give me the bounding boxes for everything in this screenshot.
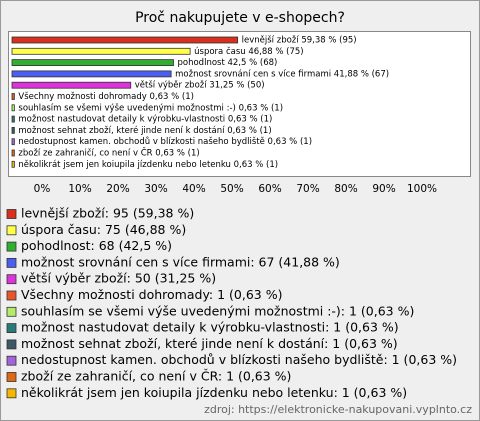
legend-label: nedostupnost kamen. obchodů v blízkosti …: [21, 352, 457, 367]
legend-swatch: [6, 372, 17, 382]
x-tick-label: 90%: [372, 183, 395, 195]
data-label: větší výběr zboží 31,25 % (50): [135, 80, 265, 91]
data-label: několikrát jsem jen koiupila jízdenku ne…: [18, 160, 278, 170]
data-label: možnost srovnání cen s více firmami 41,8…: [175, 69, 389, 79]
data-label: možnost sehnat zboží, které jinde není k…: [18, 125, 271, 136]
bar: [11, 59, 174, 66]
x-tick-label: 10%: [68, 183, 91, 195]
legend-label: levnější zboží: 95 (59,38 %): [21, 206, 194, 221]
plot-area: [8, 31, 471, 177]
legend-swatch: [6, 339, 17, 350]
x-tick-label: 50%: [220, 183, 243, 195]
legend-label: možnost sehnat zboží, které jinde není k…: [21, 336, 398, 351]
legend-label: možnost srovnání cen s více firmami: 67 …: [21, 254, 340, 269]
x-tick-label: 100%: [407, 183, 437, 195]
legend-swatch: [6, 257, 17, 268]
legend-swatch: [6, 290, 17, 301]
data-label: zboží ze zahraničí, co není v ČR 0,63 % …: [18, 147, 199, 159]
data-label: Všechny možnosti dohromady 0,63 % (1): [18, 91, 194, 102]
x-tick-label: 40%: [182, 183, 205, 195]
data-label: souhlasím se všemi výše uvedenými možnos…: [18, 102, 283, 113]
legend-label: větší výběr zboží: 50 (31,25 %): [21, 271, 216, 286]
bar: [11, 104, 15, 112]
bar: [11, 93, 15, 100]
bar: [11, 36, 239, 44]
legend-label: zboží ze zahraničí, co není v ČR: 1 (0,6…: [21, 369, 291, 384]
bar: [11, 149, 15, 157]
data-label: nedostupnost kamen. obchodů v blízkosti …: [18, 136, 312, 147]
legend-swatch: [6, 209, 17, 219]
x-tick-label: 30%: [144, 183, 167, 195]
bar: [11, 115, 15, 123]
legend-label: souhlasím se všemi výše uvedenými možnos…: [21, 303, 414, 318]
legend-swatch: [6, 274, 17, 285]
legend-label: úspora času: 75 (46,88 %): [21, 222, 186, 237]
legend-swatch: [6, 323, 17, 334]
bar: [11, 70, 172, 78]
legend-swatch: [6, 241, 17, 252]
data-label: úspora času 46,88 % (75): [194, 46, 303, 57]
x-tick-label: 80%: [334, 183, 357, 195]
bar: [11, 81, 132, 89]
source: zdroj: https://elektronicke-nakupovani.v…: [204, 403, 472, 416]
data-label: pohodlnost 42,5 % (68): [178, 58, 278, 68]
legend-swatch: [6, 355, 17, 366]
legend-label: Všechny možnosti dohromady: 1 (0,63 %): [21, 287, 282, 302]
legend-label: pohodlnost: 68 (42,5 %): [21, 238, 172, 253]
x-tick-label: 60%: [258, 183, 281, 195]
chart-title: Proč nakupujete v e-shopech?: [135, 10, 345, 26]
x-tick-label: 20%: [106, 183, 129, 195]
bar: [11, 160, 15, 168]
bar: [11, 138, 15, 146]
x-tick-label: 70%: [296, 183, 319, 195]
bar: [11, 127, 15, 134]
x-tick-label: 0%: [34, 183, 51, 195]
data-label: levnější zboží 59,38 % (95): [242, 35, 357, 46]
legend-swatch: [6, 225, 17, 236]
bar: [11, 47, 191, 55]
legend-swatch: [6, 306, 17, 317]
legend-swatch: [6, 388, 17, 399]
data-label: možnost nastudovat detaily k výrobku-vla…: [18, 115, 272, 125]
legend-label: několikrát jsem jen koiupila jízdenku ne…: [21, 385, 407, 400]
legend-label: možnost nastudovat detaily k výrobku-vla…: [21, 320, 399, 335]
